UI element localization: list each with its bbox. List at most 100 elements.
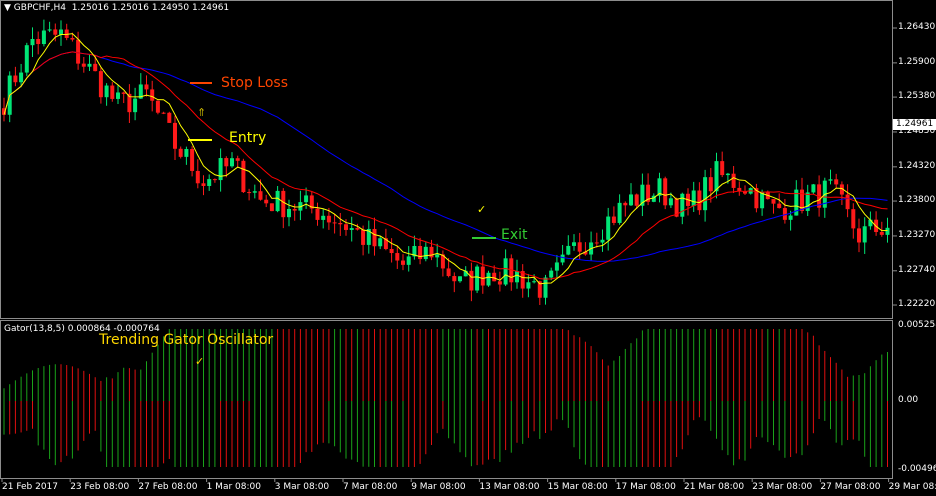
bull-candle [572, 242, 576, 246]
bull-candle [629, 194, 633, 206]
bull-candle [560, 254, 565, 263]
bear-candle [389, 249, 394, 254]
bear-candle [771, 199, 776, 204]
bull-candle [543, 277, 548, 298]
bear-candle [697, 190, 702, 211]
bull-candle [828, 179, 833, 181]
x-axis-tick-label: 17 Mar 08:00 [615, 482, 676, 492]
bull-candle [116, 92, 120, 99]
fast-ma-line [3, 33, 888, 285]
bull-candle [862, 226, 867, 243]
bear-candle [36, 39, 41, 45]
bear-candle [264, 199, 269, 204]
bull-candle [133, 98, 138, 113]
x-axis-tick-label: 29 Mar 08:00 [888, 482, 936, 492]
y-axis-tick-label: 1.22740 [898, 264, 936, 275]
bull-candle [275, 190, 280, 212]
x-axis-tick-label: 27 Mar 08:00 [820, 482, 881, 492]
dropdown-triangle-icon[interactable]: ▼ [4, 3, 14, 13]
bear-candle [247, 192, 252, 194]
bull-candle [606, 216, 611, 240]
bear-candle [646, 184, 651, 202]
bull-candle [184, 149, 189, 157]
bear-candle [452, 276, 457, 282]
bear-candle [418, 245, 423, 260]
bear-candle [224, 158, 229, 167]
y-axis-tick-label: 1.23800 [898, 195, 936, 206]
bear-candle [800, 189, 804, 211]
bull-candle [321, 215, 326, 220]
bear-candle [446, 268, 451, 277]
bull-candle [412, 245, 417, 257]
bear-candle [344, 224, 348, 230]
bull-candle [138, 84, 143, 99]
bear-candle [401, 260, 405, 265]
bear-candle [241, 160, 246, 193]
up-arrow-icon: ⇑ [197, 106, 207, 119]
bear-candle [212, 179, 217, 181]
bear-candle [497, 281, 502, 285]
bull-candle [423, 246, 428, 260]
bear-candle [309, 195, 314, 209]
bear-candle [731, 173, 736, 188]
indicator-axis-tick-label: 0.00 [898, 395, 919, 405]
bull-candle [885, 227, 890, 235]
price-chart-panel[interactable] [0, 0, 893, 319]
bear-candle [178, 148, 183, 157]
exit-label: Exit [501, 227, 528, 243]
indicator-axis-tick-label: -0.004964 [898, 464, 936, 474]
bear-candle [127, 93, 132, 113]
y-axis-tick-label: 1.24320 [898, 160, 936, 171]
bear-candle [754, 188, 759, 209]
bear-candle [782, 208, 787, 220]
bull-candle [725, 173, 730, 176]
bear-candle [155, 100, 160, 113]
bear-candle [839, 184, 844, 195]
stop-loss-label: Stop Loss [221, 75, 288, 91]
bear-candle [201, 183, 206, 186]
bull-candle [435, 254, 440, 258]
bull-candle [41, 30, 46, 45]
bull-candle [304, 195, 309, 203]
bear-candle [167, 112, 172, 123]
bear-candle [372, 228, 377, 247]
x-axis-tick-label: 15 Mar 08:00 [547, 482, 608, 492]
bear-candle [93, 63, 98, 72]
bull-candle [640, 184, 645, 206]
bear-candle [879, 232, 884, 235]
bear-candle [76, 39, 81, 64]
bear-candle [13, 75, 18, 83]
bull-candle [207, 179, 212, 186]
bear-candle [235, 158, 240, 161]
bear-candle [440, 254, 445, 269]
bear-candle [663, 178, 668, 206]
x-axis-tick-label: 23 Feb 08:00 [70, 482, 130, 492]
bear-candle [429, 246, 434, 258]
bull-candle [252, 191, 257, 193]
gator-indicator-panel[interactable] [0, 320, 893, 479]
ohlc-values: 1.25016 1.25016 1.24950 1.24961 [71, 3, 230, 13]
y-axis-tick-label: 1.25380 [898, 91, 936, 102]
y-axis-tick-label: 1.22220 [898, 299, 936, 310]
bull-candle [554, 262, 559, 271]
bull-candle [600, 239, 605, 243]
bear-candle [743, 191, 747, 194]
bear-candle [577, 242, 582, 252]
bear-candle [315, 208, 320, 220]
bear-candle [281, 190, 286, 218]
current-price-tag: 1.24961 [893, 119, 936, 130]
bull-candle [87, 63, 92, 67]
x-axis-tick-label: 21 Feb 2017 [2, 482, 59, 492]
bull-candle [47, 29, 52, 31]
bear-candle [383, 238, 388, 250]
bull-candle [691, 190, 696, 206]
bull-candle [532, 281, 537, 283]
bear-candle [190, 149, 195, 171]
bear-candle [150, 89, 155, 101]
bear-candle [332, 222, 337, 224]
bull-candle [503, 258, 508, 285]
bear-candle [611, 216, 616, 223]
bear-candle [195, 170, 200, 184]
bear-candle [144, 84, 149, 90]
x-axis-tick-label: 27 Feb 08:00 [138, 482, 198, 492]
